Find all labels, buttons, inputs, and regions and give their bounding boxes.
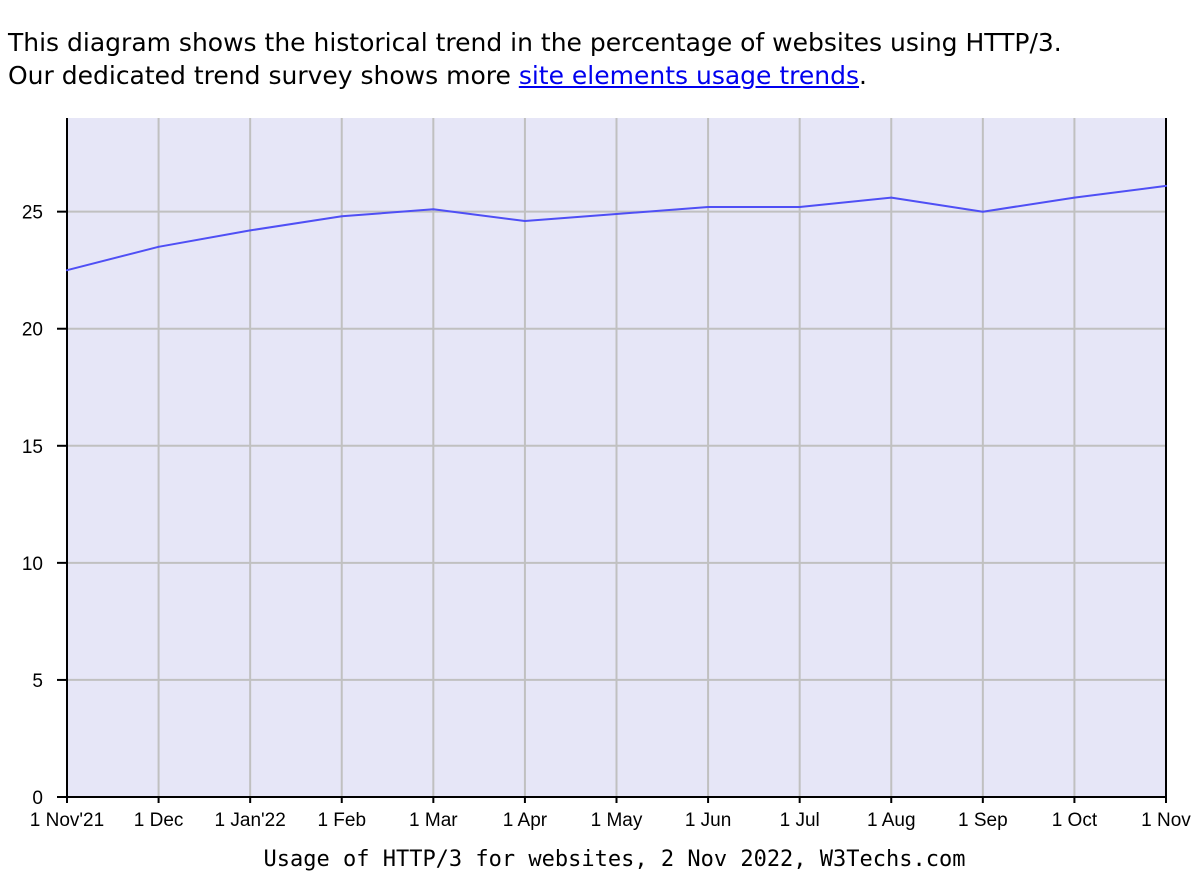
x-tick-label: 1 Aug [867, 810, 916, 831]
data-point [157, 245, 160, 248]
tick-labels: 1 Nov'21 1 Dec 1 Jan'22 1 Feb 1 Mar 1 Apr 1 Ma… [22, 203, 1191, 831]
x-tick-label: 1 Dec [134, 810, 184, 831]
x-tick-label: 1 Feb [317, 810, 366, 831]
x-tick-label: 1 Sep [958, 810, 1008, 831]
data-point [707, 205, 710, 208]
data-point [66, 269, 68, 272]
x-tick-label: 1 May [591, 810, 643, 831]
intro-line-2-suffix: . [859, 61, 867, 90]
x-tick-label: 1 Nov [1141, 810, 1191, 831]
y-tick-label: 15 [22, 437, 43, 458]
data-point [798, 205, 801, 208]
y-tick-label: 20 [22, 320, 43, 341]
x-tick-label: 1 Jun [685, 810, 731, 831]
x-tick-label: 1 Nov'21 [30, 810, 104, 831]
intro-line-1: This diagram shows the historical trend … [8, 28, 1062, 57]
x-tick-label: 1 Jan'22 [215, 810, 286, 831]
data-point [249, 229, 252, 232]
x-tick-label: 1 Apr [503, 810, 548, 831]
y-tick-label: 10 [22, 554, 43, 575]
x-tick-label: 1 Mar [409, 810, 458, 831]
y-tick-label: 0 [32, 788, 43, 809]
intro-line-2-prefix: Our dedicated trend survey shows more [8, 61, 519, 90]
data-point [432, 208, 435, 211]
chart-caption: Usage of HTTP/3 for websites, 2 Nov 2022… [264, 847, 966, 872]
series-layer [66, 184, 1167, 272]
x-tick-label: 1 Oct [1052, 810, 1098, 831]
intro-text: This diagram shows the historical trend … [8, 26, 1188, 92]
y-tick-label: 25 [22, 203, 43, 224]
intro-line-2: Our dedicated trend survey shows more si… [8, 59, 1188, 92]
data-point [890, 196, 893, 199]
axes [57, 118, 1167, 803]
data-point [1165, 184, 1167, 187]
data-point [340, 215, 343, 218]
data-point [615, 212, 618, 215]
data-point [523, 220, 526, 223]
site-elements-usage-trends-link[interactable]: site elements usage trends [518, 61, 860, 90]
data-point [981, 210, 984, 213]
x-tick-label: 1 Jul [780, 810, 820, 831]
y-tick-label: 5 [32, 671, 43, 692]
data-point [1073, 196, 1076, 199]
